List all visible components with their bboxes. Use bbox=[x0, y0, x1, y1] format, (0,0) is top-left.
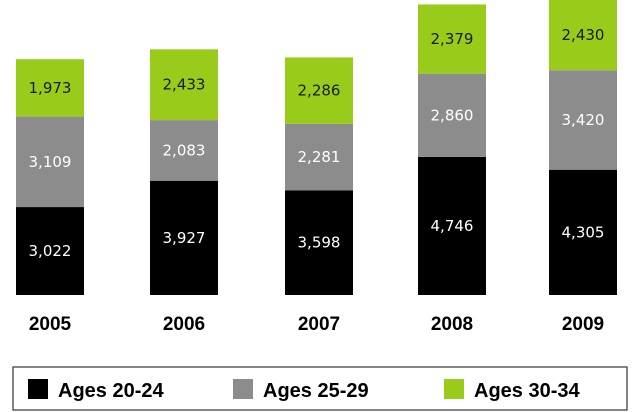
bar-segment bbox=[549, 0, 617, 71]
x-tick-label: 2008 bbox=[431, 314, 473, 335]
legend-swatch bbox=[28, 379, 48, 399]
bars-group: 3,022 3,109 1,973 3,927 2,083 2,433 3,598 2,281… bbox=[16, 0, 617, 295]
bar-segment bbox=[16, 59, 84, 117]
category-labels: 2005 2006 2007 2008 2009 bbox=[29, 314, 604, 335]
data-label: 3,109 bbox=[29, 153, 72, 171]
x-tick-label: 2007 bbox=[298, 314, 340, 335]
bar-segment bbox=[549, 169, 617, 295]
data-label: 3,022 bbox=[29, 242, 72, 260]
data-label: 2,379 bbox=[431, 30, 474, 48]
bar-segment bbox=[150, 180, 218, 295]
data-label: 2,430 bbox=[562, 26, 605, 44]
legend-swatch bbox=[233, 379, 253, 399]
bar-segment bbox=[16, 207, 84, 295]
legend-box bbox=[12, 366, 628, 411]
data-label: 2,281 bbox=[298, 148, 341, 166]
data-label: 2,286 bbox=[298, 82, 341, 100]
bar-segment bbox=[418, 4, 486, 74]
legend: Ages 20-24 Ages 25-29 Ages 30-34 bbox=[12, 366, 628, 411]
data-label: 4,746 bbox=[431, 217, 474, 235]
bar-segment bbox=[285, 57, 353, 124]
bar-segment bbox=[549, 70, 617, 170]
bar-segment bbox=[418, 156, 486, 295]
data-label: 3,420 bbox=[562, 111, 605, 129]
data-label: 3,927 bbox=[163, 229, 206, 247]
bar-segment bbox=[150, 120, 218, 181]
bar-segment bbox=[418, 73, 486, 157]
bar-segment bbox=[285, 123, 353, 191]
legend-label: Ages 20-24 bbox=[58, 380, 164, 402]
x-tick-label: 2005 bbox=[29, 314, 72, 335]
bar-segment bbox=[285, 190, 353, 295]
data-label: 3,598 bbox=[298, 234, 341, 252]
legend-swatch bbox=[444, 379, 464, 399]
data-label: 2,860 bbox=[431, 106, 474, 124]
data-label: 2,083 bbox=[163, 141, 206, 159]
data-label: 4,305 bbox=[562, 223, 605, 241]
legend-label: Ages 30-34 bbox=[474, 380, 580, 402]
data-label: 2,433 bbox=[163, 76, 206, 94]
legend-label: Ages 25-29 bbox=[263, 380, 369, 402]
x-tick-label: 2009 bbox=[562, 314, 604, 335]
data-label: 1,973 bbox=[29, 79, 72, 97]
bar-segment bbox=[16, 116, 84, 208]
bar-segment bbox=[150, 49, 218, 121]
x-tick-label: 2006 bbox=[163, 314, 205, 335]
